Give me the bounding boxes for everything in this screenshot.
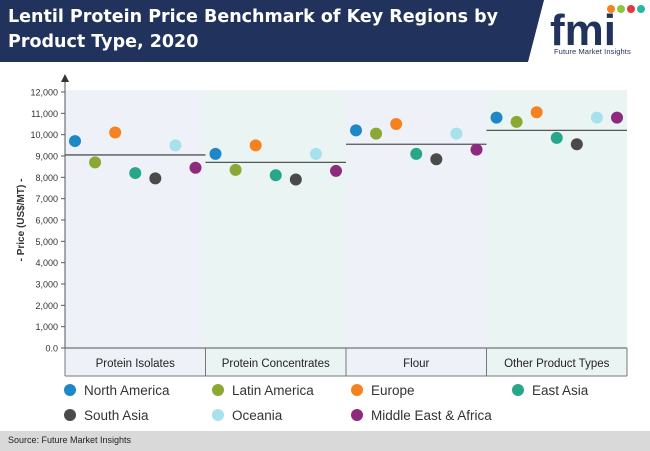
data-point [129,167,142,180]
data-point [89,156,102,169]
y-tick-label: 9,000 [35,152,58,162]
logo-dot-green [617,5,625,13]
y-axis-label: - Price (US$/MT) - [16,179,27,262]
data-point [530,106,543,119]
legend-label: East Asia [532,382,589,398]
y-tick-label: 5,000 [35,237,58,247]
legend-label: Middle East & Africa [371,407,492,423]
legend-swatch [212,384,224,396]
data-point [410,147,423,160]
legend-swatch [212,409,224,421]
legend-item: Europe [351,380,415,400]
y-tick-label: 8,000 [35,173,58,183]
category-label: Protein Concentrates [222,358,330,370]
legend-label: Latin America [232,382,314,398]
data-point [249,139,262,152]
legend-swatch [512,384,524,396]
legend-label: North America [84,382,170,398]
y-tick-label: 2,000 [35,301,58,311]
logo-dot-teal [637,5,645,13]
data-point [109,126,122,139]
category-band [65,90,206,376]
y-tick-label: 3,000 [35,280,58,290]
legend-item: North America [64,380,170,400]
data-point [209,147,222,160]
data-point [390,118,403,130]
fmi-logo: fmi Future Market Insights [528,0,650,62]
legend-item: South Asia [64,405,149,425]
header-banner: Lentil Protein Price Benchmark of Key Re… [0,0,650,62]
fmi-logo-mark: fmi [550,5,645,55]
legend-swatch [351,409,363,421]
legend-item: East Asia [512,380,588,400]
logo-tagline: Future Market Insights [554,47,631,56]
legend-swatch [64,384,76,396]
data-point [590,111,603,124]
logo-dot-red [627,5,635,13]
source-footer: Source: Future Market Insights [0,431,650,451]
legend-label: Europe [371,382,415,398]
category-label: Other Product Types [504,358,610,370]
data-point [149,172,162,185]
data-point [510,115,523,128]
data-point [470,143,483,156]
chart-title: Lentil Protein Price Benchmark of Key Re… [8,7,499,52]
legend-label: South Asia [84,407,149,423]
logo-dot-orange [607,5,615,13]
data-point [169,139,182,152]
legend-label: Oceania [232,407,283,423]
data-point [229,163,242,176]
data-point [289,173,302,186]
data-point [490,111,503,124]
logo-letters: fmi [550,6,616,55]
data-point [189,161,202,174]
category-label: Flour [403,358,429,370]
y-axis-arrow [61,74,69,82]
data-point [450,127,463,140]
data-point [611,111,623,124]
chart-legend: North America Latin America Europe East Asi… [64,380,644,426]
legend-swatch [64,409,76,421]
legend-item: Oceania [212,405,282,425]
data-point [269,169,282,182]
data-point [330,164,342,177]
data-point [550,131,563,144]
category-label: Protein Isolates [96,358,176,370]
category-band [205,90,346,376]
legend-item: Latin America [212,380,314,400]
y-tick-label: 1,000 [35,322,58,332]
y-tick-label: 4,000 [35,258,58,268]
data-point [69,135,81,148]
category-band [346,90,487,376]
y-tick-label: 7,000 [35,194,58,204]
data-point [350,124,362,137]
y-tick-label: 12,000 [30,88,58,98]
price-scatter-chart: 0.0 1,000 2,000 3,000 4,000 5,000 6,000 7,000 8,… [16,74,628,377]
y-tick-label: 11,000 [31,109,58,119]
source-text: Source: Future Market Insights [8,435,132,445]
y-tick-label: 10,000 [30,130,58,140]
data-point [570,138,583,151]
data-point [309,147,322,160]
legend-item: Middle East & Africa [351,405,492,425]
legend-swatch [351,384,363,396]
y-tick-label: 0.0 [45,344,58,354]
data-point [430,153,443,166]
y-tick-label: 6,000 [35,216,58,226]
data-point [370,127,383,140]
